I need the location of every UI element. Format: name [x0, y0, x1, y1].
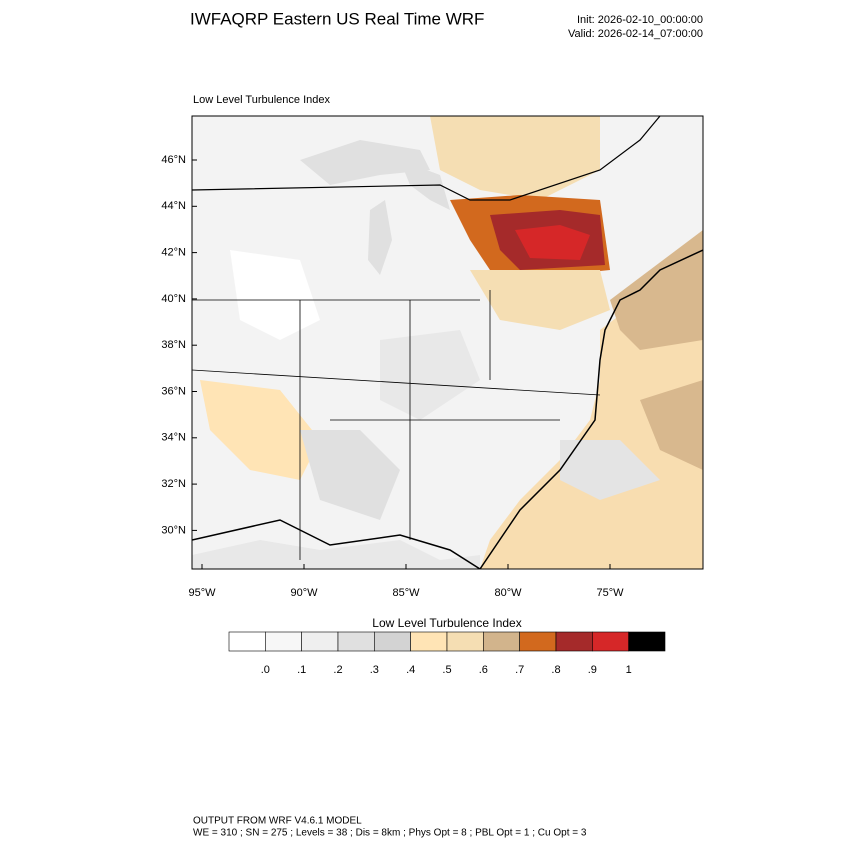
colorbar-label: .5 [442, 664, 451, 676]
lon-label: 80°W [494, 587, 522, 599]
colorbar-swatch [337, 631, 375, 652]
map-title: Low Level Turbulence Index [193, 94, 330, 106]
lat-label: 30°N [161, 524, 186, 536]
colorbar-swatch [483, 631, 520, 652]
colorbar-swatch [446, 631, 484, 652]
colorbar-label: 1 [626, 664, 632, 676]
colorbar-swatch [410, 631, 448, 652]
colorbar-swatch [265, 631, 302, 652]
colorbar-swatch [592, 631, 629, 652]
map-frame [191, 115, 704, 570]
colorbar-swatch [374, 631, 411, 652]
footer-line: OUTPUT FROM WRF V4.6.1 MODEL [193, 816, 362, 827]
map [192, 116, 703, 569]
footer-line: WE = 310 ; SN = 275 ; Levels = 38 ; Dis … [193, 828, 587, 839]
colorbar-swatch [628, 631, 666, 652]
colorbar-label: .6 [479, 664, 488, 676]
colorbar-swatch [301, 631, 339, 652]
colorbar-label: .4 [406, 664, 415, 676]
colorbar-title: Low Level Turbulence Index [372, 616, 521, 630]
colorbar-label: .7 [515, 664, 524, 676]
lat-label: 40°N [161, 293, 186, 305]
colorbar-label: .2 [333, 664, 342, 676]
lat-labels: 46°N 44°N 42°N 40°N 38°N 36°N 34°N 32°N 30°N [161, 154, 197, 536]
lat-label: 42°N [161, 247, 186, 259]
title: IWFAQRP Eastern US Real Time WRF [190, 9, 484, 28]
colorbar-label: .1 [297, 664, 306, 676]
valid-time: Valid: 2026-02-14_07:00:00 [568, 28, 703, 40]
lon-labels: 95°W 90°W 85°W 80°W 75°W [188, 564, 624, 599]
colorbar-label: .8 [551, 664, 560, 676]
colorbar-label: .0 [261, 664, 270, 676]
colorbar: .0 .1 .2 .3 .4 .5 .6 .7 .8 .9 1 [228, 631, 666, 676]
lat-label: 38°N [161, 339, 186, 351]
lon-label: 90°W [290, 587, 318, 599]
lat-label: 44°N [161, 200, 186, 212]
colorbar-swatch [228, 631, 266, 652]
init-time: Init: 2026-02-10_00:00:00 [577, 14, 703, 26]
lat-label: 36°N [161, 385, 186, 397]
lat-label: 46°N [161, 154, 186, 166]
lat-label: 32°N [161, 478, 186, 490]
colorbar-swatch [519, 631, 557, 652]
colorbar-swatch [555, 631, 593, 652]
lon-label: 95°W [188, 587, 216, 599]
lat-label: 34°N [161, 432, 186, 444]
colorbar-label: .3 [370, 664, 379, 676]
colorbar-label: .9 [588, 664, 597, 676]
lon-label: 75°W [596, 587, 624, 599]
lon-label: 85°W [392, 587, 420, 599]
